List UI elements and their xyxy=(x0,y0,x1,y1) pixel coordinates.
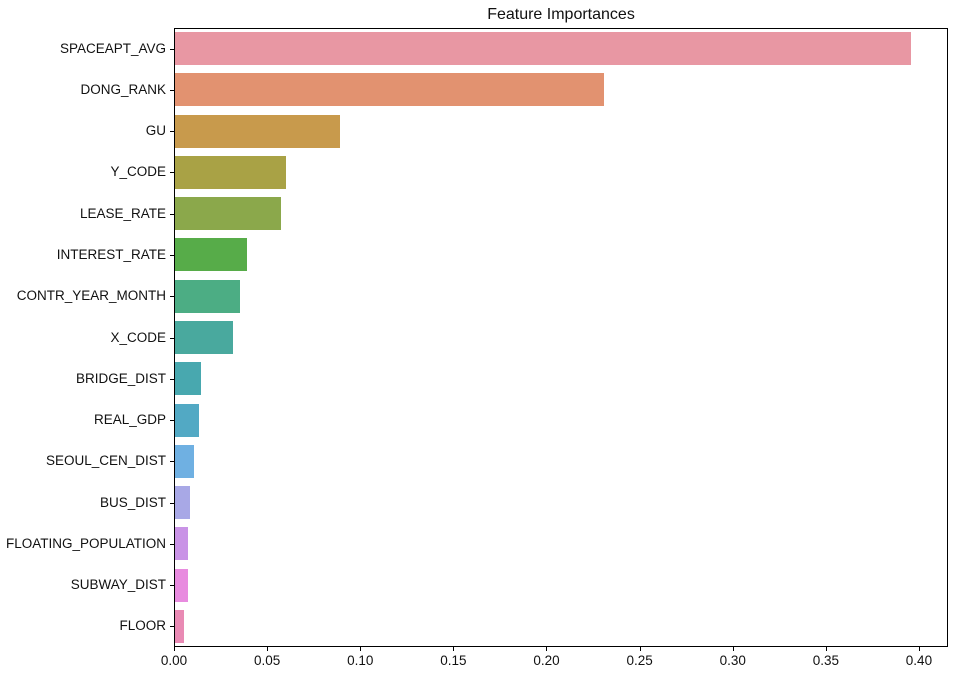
plot-area xyxy=(174,28,948,647)
bar-interest-rate xyxy=(175,238,248,272)
x-tick-mark xyxy=(174,647,175,651)
x-tick-label: 0.10 xyxy=(347,653,374,668)
bar-real-gdp xyxy=(175,403,200,437)
y-tick-label: REAL_GDP xyxy=(93,412,166,428)
y-tick-label: SEOUL_CEN_DIST xyxy=(45,453,166,469)
y-tick-mark xyxy=(170,131,174,133)
y-tick-label: Y_CODE xyxy=(110,164,166,180)
bar-bus-dist xyxy=(175,486,190,520)
y-tick-mark xyxy=(170,502,174,504)
x-tick-mark xyxy=(918,647,920,651)
y-tick-mark xyxy=(170,254,174,256)
bar-subway-dist xyxy=(175,568,188,602)
bar-y-code xyxy=(175,155,287,189)
y-tick-mark xyxy=(170,337,174,339)
x-tick-mark xyxy=(639,647,641,651)
y-tick-label: GU xyxy=(145,123,166,139)
bar-bridge-dist xyxy=(175,362,201,396)
y-tick-mark xyxy=(170,420,174,422)
x-tick-mark xyxy=(732,647,734,651)
y-tick-label: DONG_RANK xyxy=(80,81,166,97)
x-tick-mark xyxy=(360,647,362,651)
y-tick-label: SUBWAY_DIST xyxy=(70,577,166,593)
bar-lease-rate xyxy=(175,197,281,231)
y-tick-label: FLOATING_POPULATION xyxy=(5,535,166,551)
y-tick-mark xyxy=(170,296,174,298)
y-tick-mark xyxy=(170,89,174,91)
x-tick-mark xyxy=(453,647,455,651)
y-tick-label: FLOOR xyxy=(119,618,166,634)
y-tick-mark xyxy=(170,213,174,215)
y-tick-label: SPACEAPT_AVG xyxy=(59,40,166,56)
x-tick-mark xyxy=(267,647,269,651)
bar-floor xyxy=(175,609,185,643)
x-tick-label: 0.00 xyxy=(160,653,188,668)
y-tick-mark xyxy=(170,543,174,545)
bar-contr-year-month xyxy=(175,279,240,313)
y-tick-mark xyxy=(170,626,174,628)
x-tick-label: 0.20 xyxy=(533,653,560,668)
x-tick-label: 0.35 xyxy=(812,653,839,668)
y-tick-mark xyxy=(170,172,174,174)
bar-dong-rank xyxy=(175,73,605,107)
y-tick-mark xyxy=(170,461,174,463)
y-tick-label: X_CODE xyxy=(110,329,166,345)
x-tick-label: 0.40 xyxy=(905,653,933,668)
y-tick-label: BRIDGE_DIST xyxy=(75,370,166,386)
x-tick-label: 0.25 xyxy=(626,653,653,668)
bar-x-code xyxy=(175,321,233,354)
y-tick-label: CONTR_YEAR_MONTH xyxy=(16,288,166,304)
chart-title: Feature Importances xyxy=(487,6,635,23)
y-tick-mark xyxy=(170,585,174,587)
y-tick-label: INTEREST_RATE xyxy=(56,246,166,262)
x-tick-label: 0.30 xyxy=(719,653,746,668)
bar-gu xyxy=(175,114,341,148)
bar-floating-population xyxy=(175,527,188,561)
x-tick-mark xyxy=(546,647,548,651)
bar-seoul-cen-dist xyxy=(175,444,194,478)
x-tick-label: 0.05 xyxy=(253,653,281,668)
x-tick-mark xyxy=(825,647,827,651)
y-tick-mark xyxy=(170,378,174,380)
bar-spaceapt-avg xyxy=(175,32,911,66)
x-tick-label: 0.15 xyxy=(440,653,467,668)
y-tick-label: LEASE_RATE xyxy=(79,205,166,221)
y-tick-label: BUS_DIST xyxy=(99,494,166,510)
y-tick-mark xyxy=(170,48,174,50)
